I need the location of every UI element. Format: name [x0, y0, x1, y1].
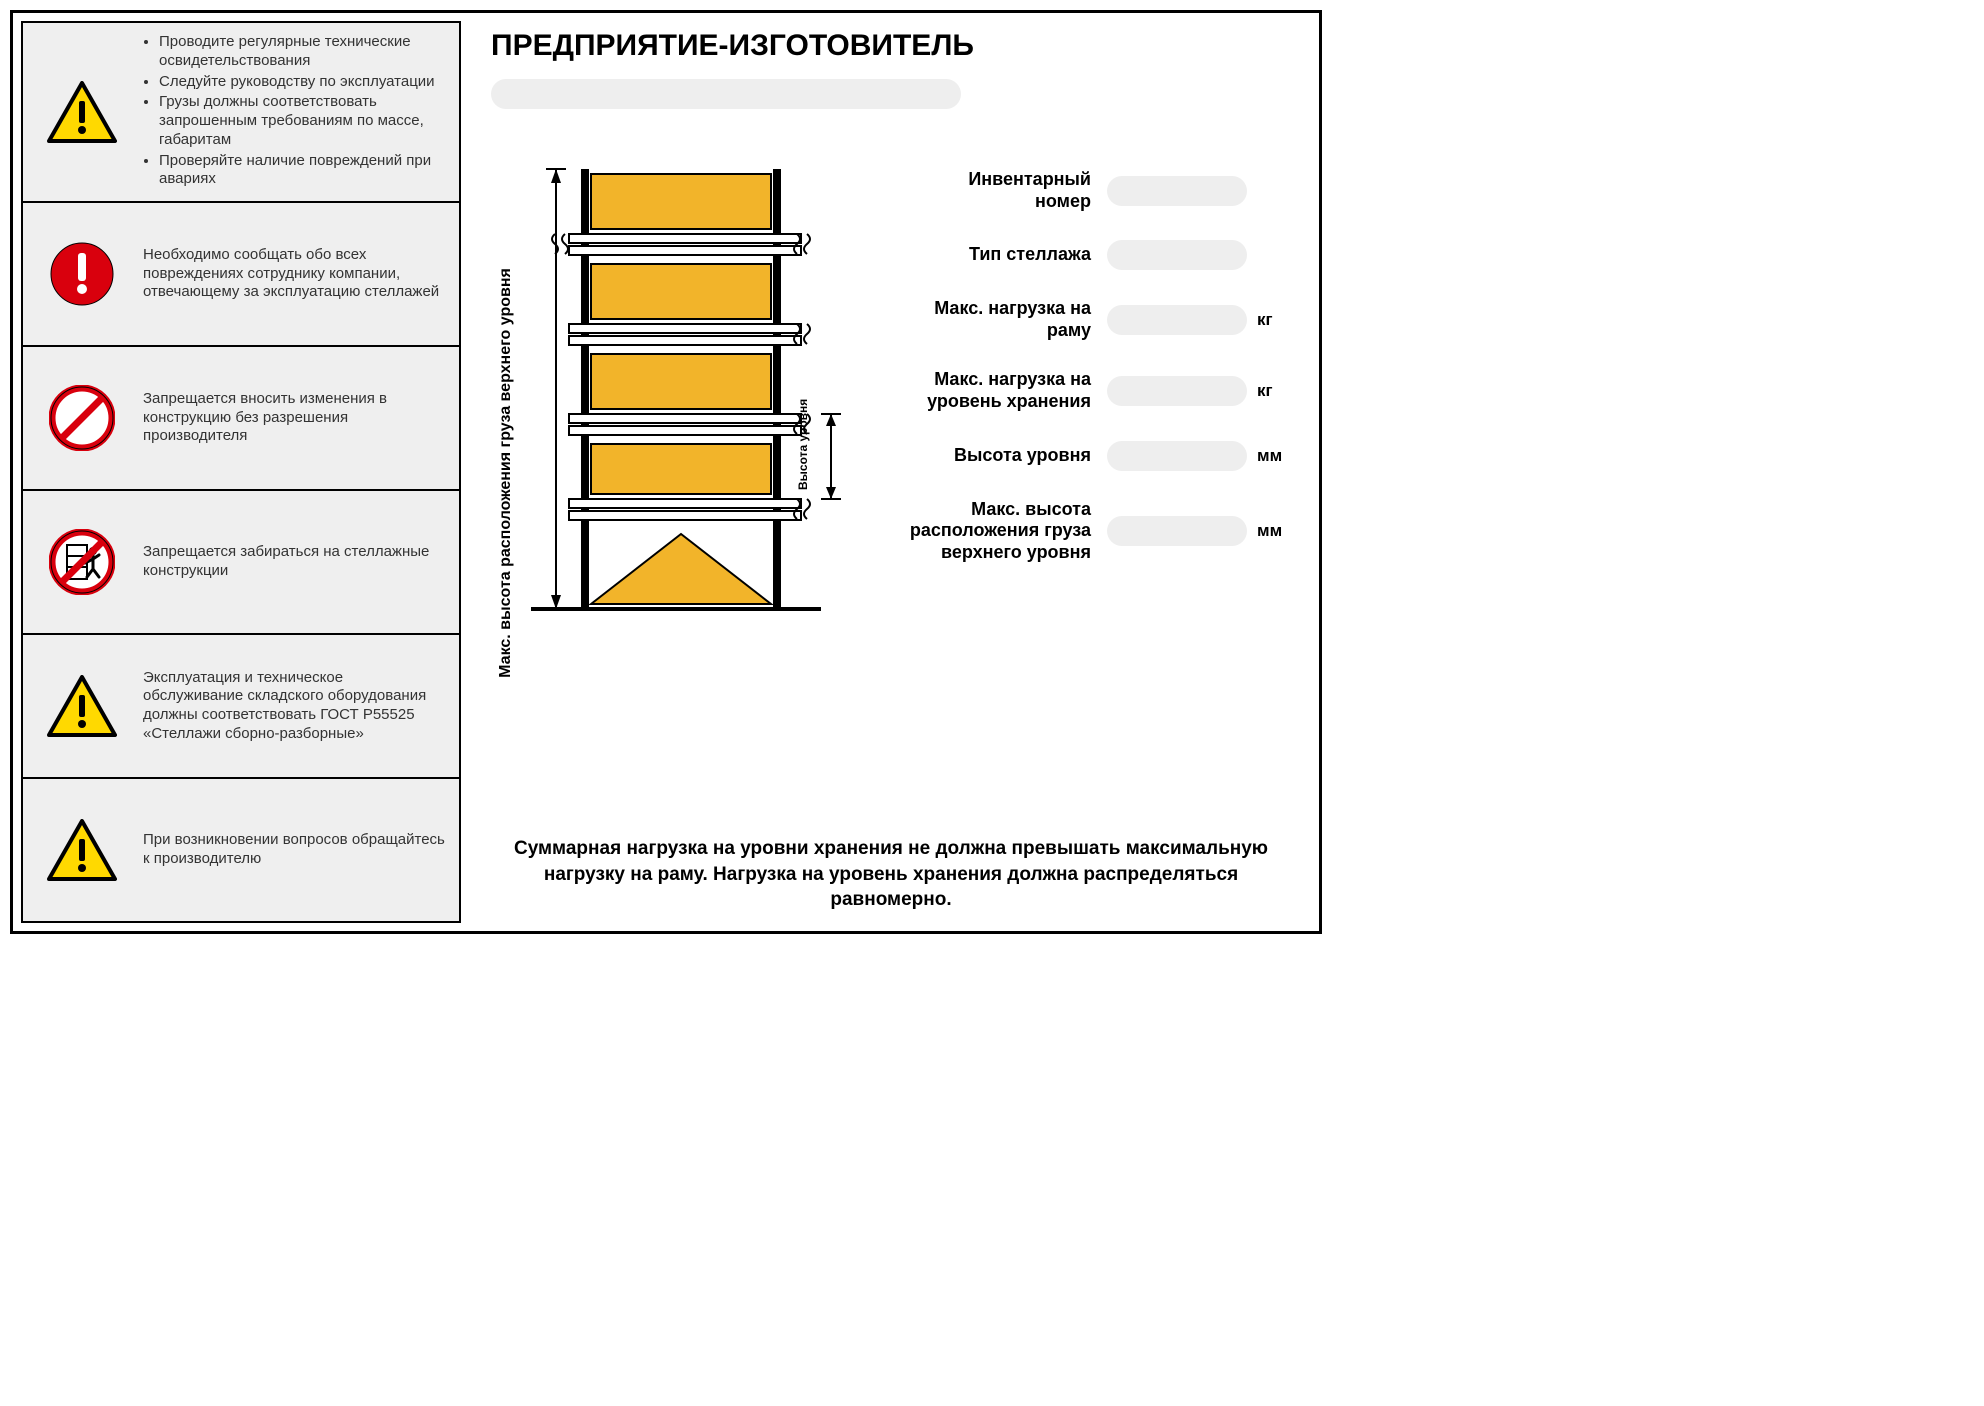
diagram-level-label: Высота уровня: [797, 410, 809, 490]
safety-row-0: Проводите регулярные технические освидет…: [23, 23, 459, 203]
safety-row-5: При возникновении вопросов обращайтесь к…: [23, 779, 459, 921]
field-blank-3[interactable]: [1107, 376, 1247, 406]
field-unit-5: мм: [1257, 521, 1291, 541]
field-label-5: Макс. высота расположения груза верхнего…: [891, 499, 1091, 564]
rack-diagram: Макс. высота расположения груза верхнего…: [491, 139, 871, 806]
field-label-4: Высота уровня: [954, 445, 1091, 467]
prohibit-plain-icon: [41, 385, 123, 451]
manufacturer-blank[interactable]: [491, 79, 961, 109]
rack-svg: [491, 139, 871, 639]
safety-text-0: Проводите регулярные технические освидет…: [123, 33, 445, 191]
field-blank-0[interactable]: [1107, 176, 1247, 206]
field-blank-2[interactable]: [1107, 305, 1247, 335]
info-panel: ПРЕДПРИЯТИЕ-ИЗГОТОВИТЕЛЬ Макс. высота ра…: [461, 21, 1311, 923]
safety-panel: Проводите регулярные технические освидет…: [21, 21, 461, 923]
field-unit-3: кг: [1257, 381, 1291, 401]
document-frame: Проводите регулярные технические освидет…: [10, 10, 1322, 934]
warning-triangle-icon: [41, 675, 123, 737]
field-row-3: Макс. нагрузка на уровень хранения кг: [891, 369, 1291, 412]
field-label-3: Макс. нагрузка на уровень хранения: [911, 369, 1091, 412]
safety-row-3: Запрещается забираться на стеллажные кон…: [23, 491, 459, 635]
fields-area: Инвентарный номер Тип стеллажа Макс. наг…: [891, 139, 1291, 806]
field-blank-5[interactable]: [1107, 516, 1247, 546]
warning-triangle-icon: [41, 81, 123, 143]
field-label-2: Макс. нагрузка на раму: [911, 298, 1091, 341]
safety-row-2: Запрещается вносить изменения в конструк…: [23, 347, 459, 491]
field-row-5: Макс. высота расположения груза верхнего…: [891, 499, 1291, 564]
mandatory-exclaim-icon: [41, 241, 123, 307]
safety-text-3: Запрещается забираться на стеллажные кон…: [123, 543, 445, 581]
safety-text-4: Эксплуатация и техническое обслуживание …: [123, 669, 445, 744]
prohibit-climb-icon: [41, 529, 123, 595]
warning-triangle-icon: [41, 819, 123, 881]
mid-section: Макс. высота расположения груза верхнего…: [491, 139, 1291, 806]
bottom-note: Суммарная нагрузка на уровни хранения не…: [491, 836, 1291, 913]
field-row-4: Высота уровня мм: [891, 441, 1291, 471]
diagram-height-label: Макс. высота расположения груза верхнего…: [497, 263, 515, 683]
field-row-2: Макс. нагрузка на раму кг: [891, 298, 1291, 341]
field-label-1: Тип стеллажа: [969, 244, 1091, 266]
field-blank-4[interactable]: [1107, 441, 1247, 471]
safety-row-4: Эксплуатация и техническое обслуживание …: [23, 635, 459, 779]
field-unit-4: мм: [1257, 446, 1291, 466]
field-unit-2: кг: [1257, 310, 1291, 330]
field-blank-1[interactable]: [1107, 240, 1247, 270]
safety-row-1: Необходимо сообщать обо всех повреждения…: [23, 203, 459, 347]
field-label-0: Инвентарный номер: [911, 169, 1091, 212]
safety-text-1: Необходимо сообщать обо всех повреждения…: [123, 246, 445, 302]
panel-title: ПРЕДПРИЯТИЕ-ИЗГОТОВИТЕЛЬ: [491, 29, 1291, 63]
field-row-1: Тип стеллажа: [891, 240, 1291, 270]
field-row-0: Инвентарный номер: [891, 169, 1291, 212]
safety-text-2: Запрещается вносить изменения в конструк…: [123, 390, 445, 446]
safety-text-5: При возникновении вопросов обращайтесь к…: [123, 831, 445, 869]
